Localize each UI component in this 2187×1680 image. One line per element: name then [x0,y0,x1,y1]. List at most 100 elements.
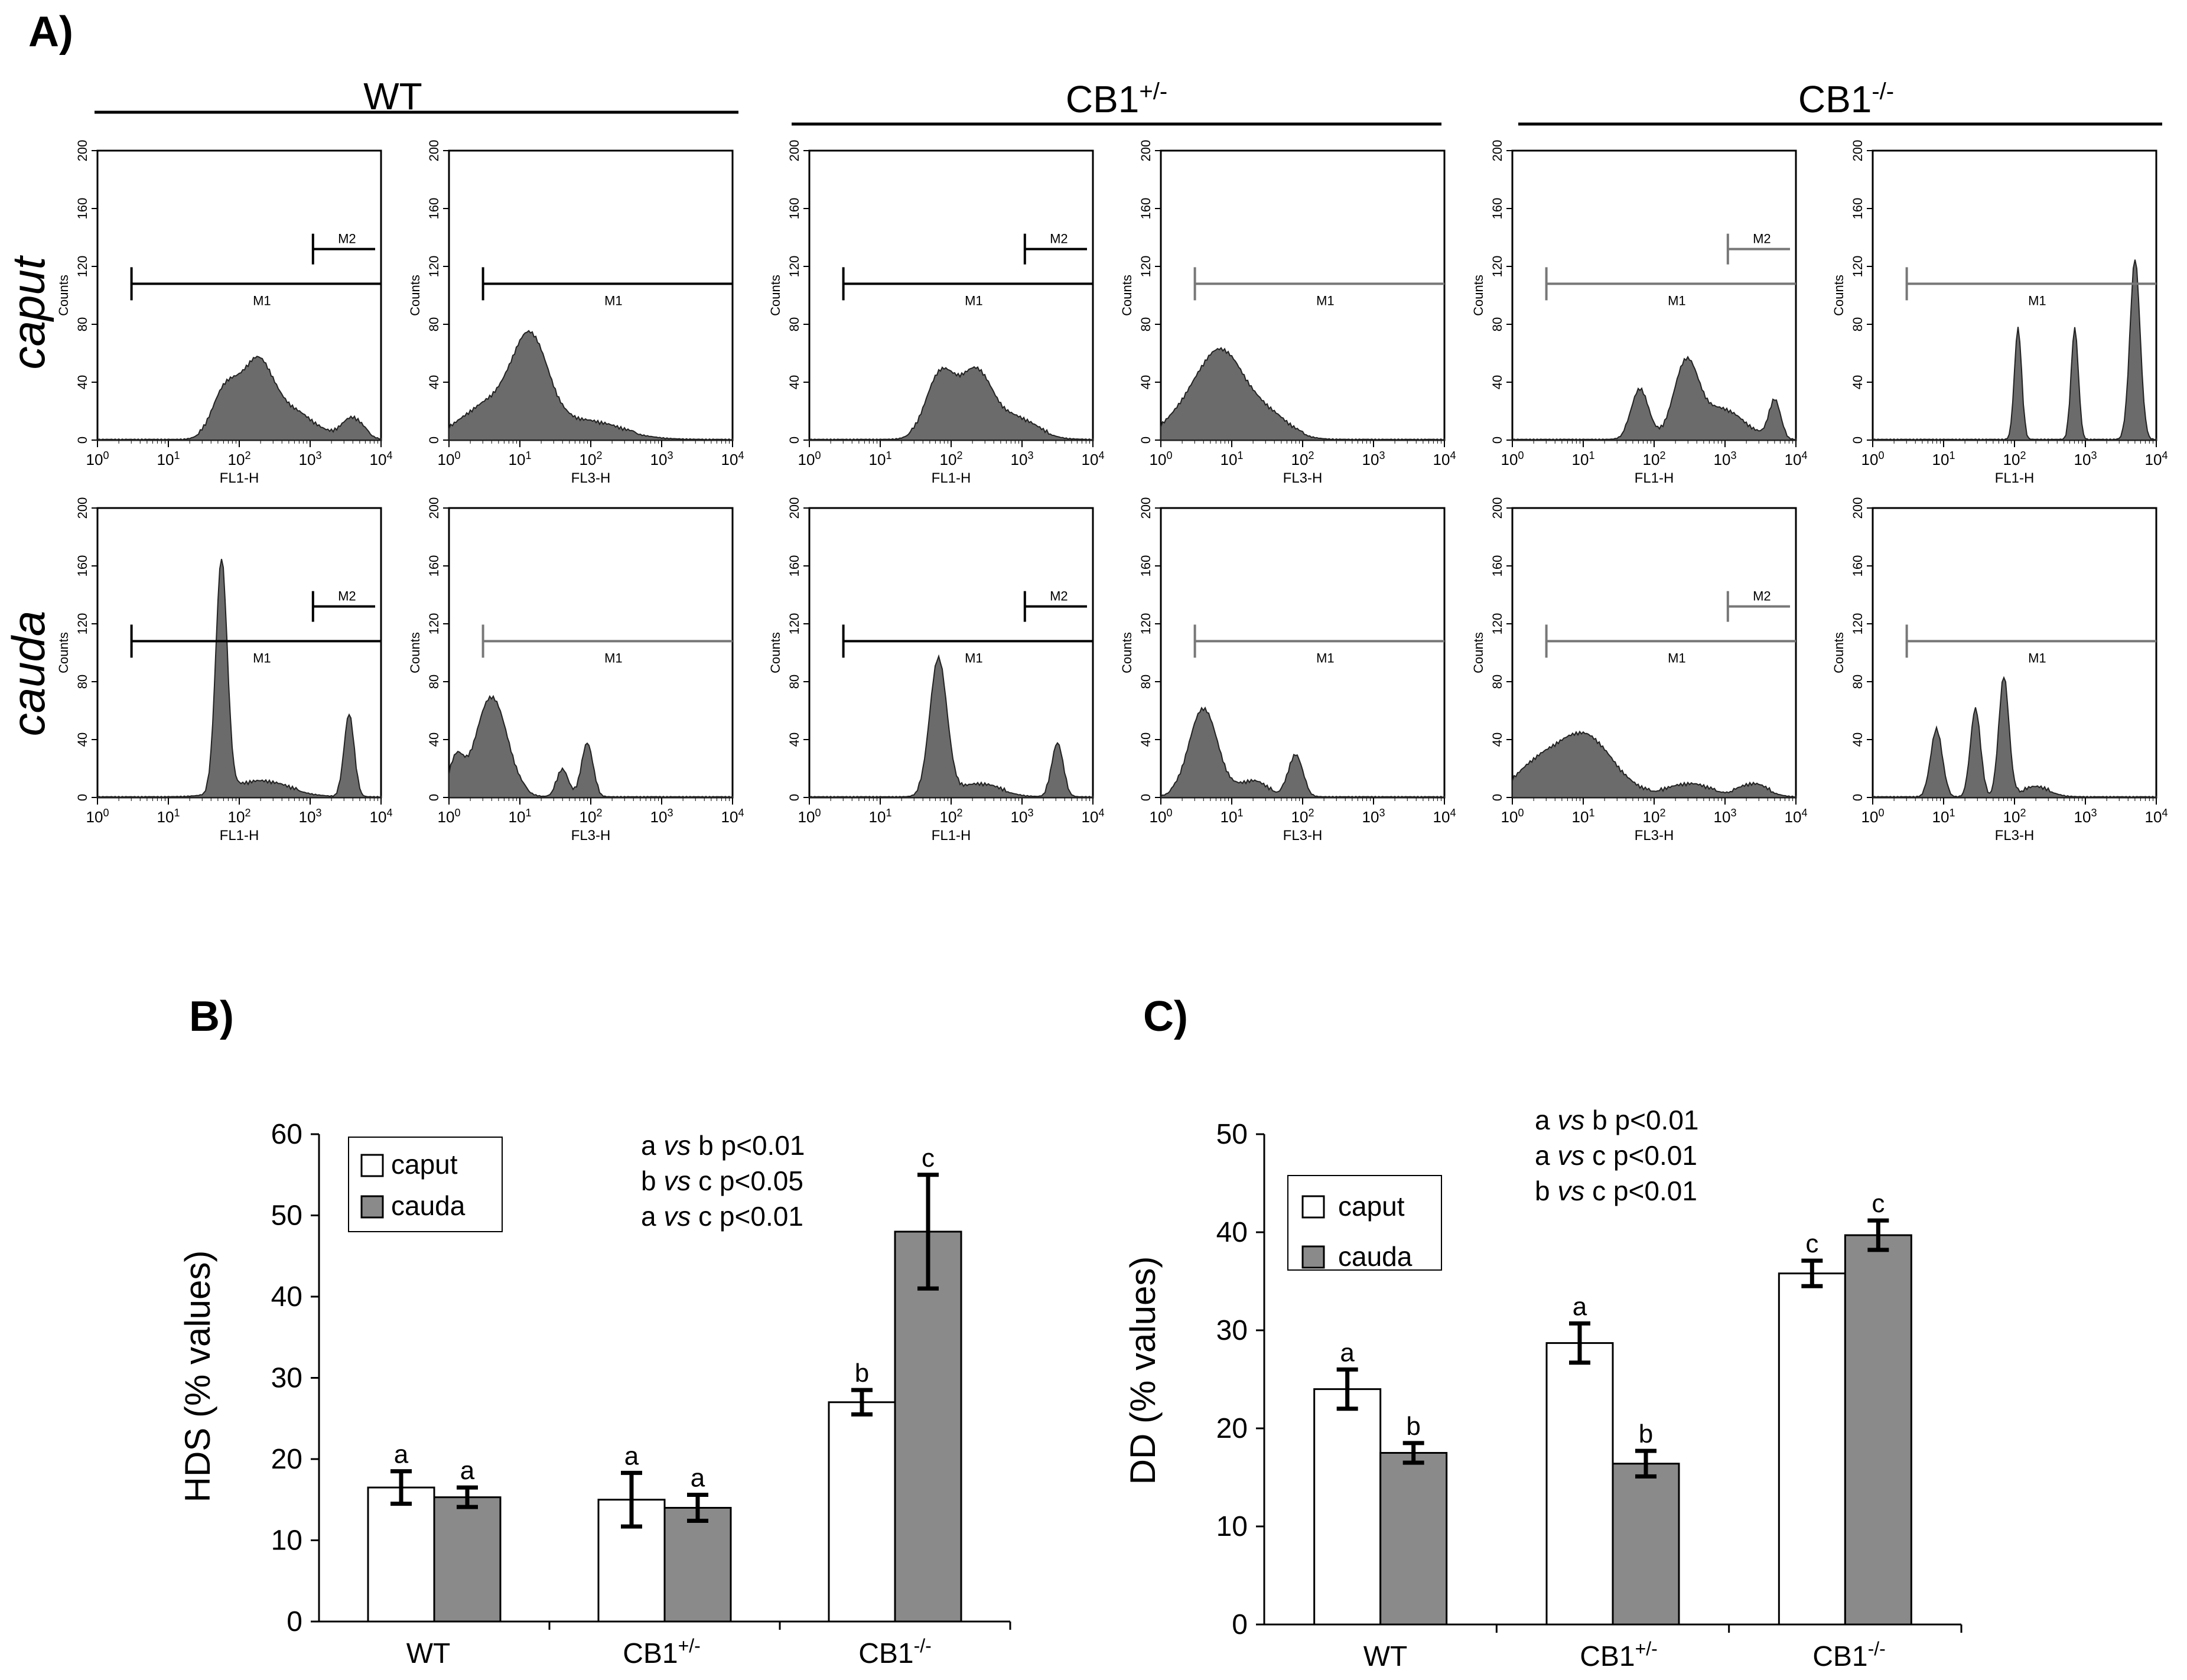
histogram-0-0: 0 40 80 120 160 200 Counts 100 101 102 103 104 FL1-H… [56,140,392,486]
x-tick-label: 102 [1643,807,1666,826]
y-tick-label: 160 [787,555,802,577]
x-tick-label: 104 [2145,807,2168,826]
y-tick-label: 160 [75,198,90,220]
legend-swatch-cauda [360,1195,384,1219]
y-tick-label: 200 [1490,140,1505,162]
stats-annotation: a vs c p<0.01 [1535,1140,1697,1171]
y-tick-label: 120 [75,613,90,635]
y-axis-label: HDS (% values) [178,1251,217,1503]
y-tick-label: 40 [271,1281,302,1313]
x-tick-label: CB1+/- [1580,1638,1658,1672]
y-tick-label: 120 [1490,613,1505,635]
histogram-0-3: 0 40 80 120 160 200 Counts 100 101 102 103 104 FL3-H… [1119,140,1456,486]
y-axis-label: Counts [768,632,783,673]
y-tick-label: 0 [1490,794,1505,801]
x-tick-label: 101 [1932,450,1955,468]
y-tick-label: 20 [1216,1413,1248,1444]
marker-m2-label: M2 [338,589,356,604]
histogram-0-1: 0 40 80 120 160 200 Counts 100 101 102 103 104 FL3-H… [408,140,744,486]
histogram-distribution [95,356,382,441]
x-tick-label: 101 [157,450,180,468]
x-tick-label: 100 [1861,450,1885,468]
marker-m1-label: M1 [1316,293,1335,308]
marker-m1-label: M1 [1668,293,1686,308]
x-tick-label: 104 [370,450,393,468]
y-axis-label: Counts [768,275,783,316]
y-tick-label: 80 [1850,675,1865,689]
bar-caput [1545,1342,1614,1626]
x-tick-label: 104 [1785,450,1808,468]
x-tick-label: 101 [157,807,180,826]
group-label-cb1-het: CB1+/- [1066,78,1167,121]
panel-label-b: B) [189,993,234,1040]
x-tick-label: CB1-/- [858,1635,932,1669]
x-tick-label: 100 [1501,450,1524,468]
y-tick-label: 80 [75,675,90,689]
x-tick-label: 102 [940,450,963,468]
marker-m1-label: M1 [604,293,623,308]
y-tick-label: 120 [427,613,441,635]
significance-letter: b [1639,1419,1653,1448]
row-label-caput: caput [2,255,54,369]
y-tick-label: 80 [1138,675,1153,689]
y-tick-label: 200 [75,140,90,162]
y-tick-label: 200 [787,497,802,519]
y-tick-label: 160 [427,198,441,220]
y-tick-label: 160 [1490,555,1505,577]
y-tick-label: 120 [1490,256,1505,278]
x-axis-label: FL3-H [571,828,611,844]
y-tick-label: 160 [427,555,441,577]
x-axis-label: FL1-H [1635,470,1674,486]
y-axis-label: Counts [1471,275,1486,316]
marker-m2-label: M2 [1050,589,1068,604]
legend-label-caput: caput [391,1149,458,1180]
histogram-distribution [1870,259,2157,441]
x-tick-label: 100 [438,450,461,468]
y-tick-label: 0 [1138,794,1153,801]
x-axis-label: FL3-H [1283,470,1323,486]
y-tick-label: 0 [1850,437,1865,444]
group-label-cb1-ko: CB1-/- [1798,78,1894,121]
panel-label-a: A) [28,8,73,56]
y-tick-label: 200 [1138,497,1153,519]
x-tick-label: 102 [1643,450,1666,468]
histogram-1-5: 0 40 80 120 160 200 Counts 100 101 102 103 104 FL3-H… [1831,497,2168,844]
y-tick-label: 160 [1138,198,1153,220]
y-axis-label: Counts [56,632,71,673]
y-tick-label: 160 [1850,555,1865,577]
x-tick-label: 102 [2003,807,2026,826]
y-tick-label: 0 [1850,794,1865,801]
legend-label-caput: caput [1338,1191,1405,1222]
bar-cauda [1379,1452,1448,1626]
x-tick-label: 100 [1150,450,1173,468]
y-tick-label: 40 [75,732,90,747]
histogram-distribution [807,654,1094,799]
bar-cauda [1844,1234,1912,1626]
marker-m1-label: M1 [1316,650,1335,665]
y-tick-label: 120 [1850,256,1865,278]
x-tick-label: 104 [1082,450,1105,468]
x-tick-label: 103 [2074,807,2097,826]
x-tick-label: 104 [721,450,744,468]
y-tick-label: 200 [787,140,802,162]
y-tick-label: 80 [75,317,90,331]
x-tick-label: 100 [798,807,821,826]
y-tick-label: 0 [75,794,90,801]
histogram-distribution [1510,355,1797,441]
x-tick-label: 101 [1572,807,1595,826]
y-tick-label: 0 [427,794,441,801]
stats-annotation: b vs c p<0.01 [1535,1176,1697,1206]
histogram-1-2: 0 40 80 120 160 200 Counts 100 101 102 103 104 FL1-H… [768,497,1104,844]
y-tick-label: 80 [1850,317,1865,331]
x-tick-label: 104 [721,807,744,826]
y-tick-label: 80 [787,317,802,331]
x-tick-label: 100 [1861,807,1885,826]
y-tick-label: 200 [1850,140,1865,162]
histogram-0-4: 0 40 80 120 160 200 Counts 100 101 102 103 104 FL1-H… [1471,140,1807,486]
significance-letter: c [1872,1189,1885,1218]
significance-letter: a [624,1441,639,1470]
y-tick-label: 160 [1850,198,1865,220]
marker-m1-label: M1 [965,293,983,308]
stats-annotation: a vs b p<0.01 [641,1130,805,1161]
y-tick-label: 160 [1490,198,1505,220]
